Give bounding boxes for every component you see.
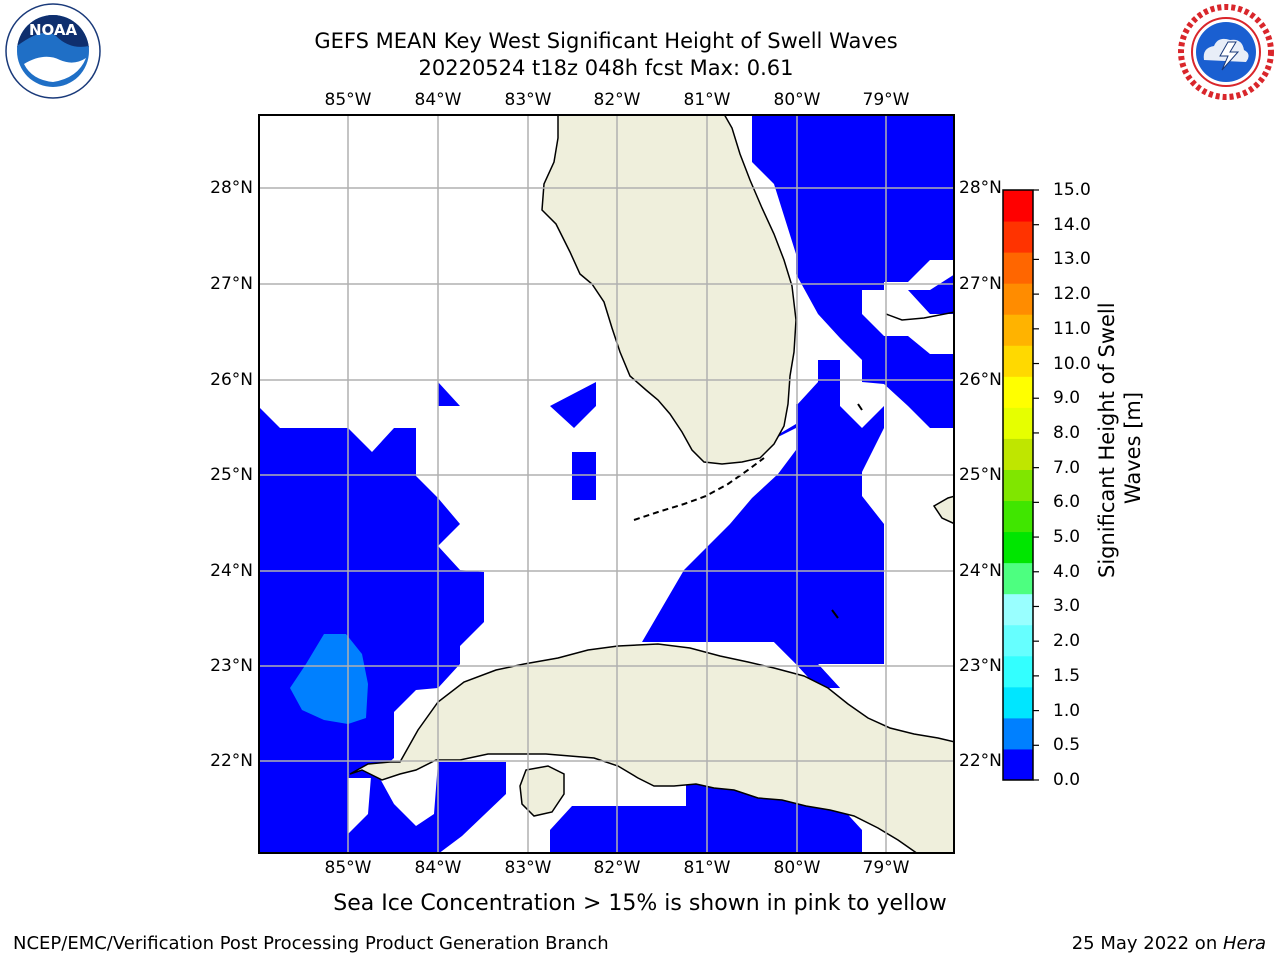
lon-label-bottom: 79°W [862, 858, 910, 878]
footer-date-text: 25 May 2022 on [1071, 933, 1223, 954]
noaa-logo-text: NOAA [29, 21, 78, 39]
lon-label-top: 81°W [683, 90, 731, 110]
footer-branch: NCEP/EMC/Verification Post Processing Pr… [13, 933, 609, 954]
lon-label-top: 80°W [773, 90, 821, 110]
colorbar-tick-label: 7.0 [1053, 457, 1081, 478]
lat-label-left: 28°N [210, 178, 253, 198]
colorbar-segment [1003, 624, 1033, 657]
colorbar-tick-label: 0.5 [1053, 735, 1081, 756]
colorbar-segment [1003, 655, 1033, 688]
lon-label-bottom: 83°W [504, 858, 552, 878]
colorbar-segment [1003, 376, 1033, 408]
colorbar-segment [1003, 345, 1033, 377]
colorbar-tick-label: 9.0 [1053, 388, 1081, 409]
colorbar-segment [1003, 593, 1033, 626]
colorbar-tick-label: 14.0 [1053, 214, 1091, 235]
land-cuba [349, 643, 955, 854]
colorbar-tick-label: 10.0 [1053, 353, 1091, 374]
lat-label-right: 27°N [959, 274, 1002, 294]
footer-date: 25 May 2022 on Hera [1072, 933, 1266, 955]
lon-label-top: 84°W [414, 90, 462, 110]
lon-label-top: 83°W [504, 90, 552, 110]
lon-label-bottom: 80°W [773, 858, 821, 878]
colorbar-segment [1003, 717, 1033, 750]
map-title: GEFS MEAN Key West Significant Height of… [314, 29, 898, 53]
noaa-logo: NOAA [4, 2, 102, 100]
colorbar-segment [1003, 221, 1033, 253]
colorbar-tick-label: 15.0 [1053, 180, 1091, 200]
footer-machine: Hera [1222, 933, 1266, 954]
colorbar-label-line2: Waves [m] [1121, 391, 1145, 505]
colorbar-label: Significant Height of Swell Waves [m] [1094, 302, 1146, 578]
lat-label-right: 28°N [959, 178, 1002, 198]
lat-label-right: 25°N [959, 465, 1002, 485]
lon-label-bottom: 82°W [593, 858, 641, 878]
colorbar-tick-label: 11.0 [1053, 318, 1091, 339]
colorbar-segment [1003, 562, 1033, 595]
lat-label-right: 26°N [959, 370, 1002, 390]
swell-fill-low [258, 114, 955, 854]
nws-logo [1176, 2, 1276, 102]
colorbar-tick-label: 4.0 [1053, 561, 1081, 582]
lat-label-right: 22°N [959, 751, 1002, 771]
colorbar-tick-label: 1.0 [1053, 700, 1081, 721]
colorbar-frame [1002, 189, 1034, 781]
map-graticule [258, 114, 955, 854]
colorbar-segment [1003, 283, 1033, 315]
colorbar-segment [1003, 407, 1033, 439]
colorbar-tick-label: 12.0 [1053, 284, 1091, 305]
colorbar-tick-label: 6.0 [1053, 492, 1081, 513]
lat-label-left: 26°N [210, 370, 253, 390]
colorbar-segment [1003, 252, 1033, 284]
colorbar-segment [1003, 531, 1033, 564]
colorbar-segment [1003, 500, 1033, 533]
colorbar-tick-label: 5.0 [1053, 527, 1081, 548]
map-plot [258, 114, 955, 854]
colorbar-tick-label: 2.0 [1053, 631, 1081, 652]
lon-label-top: 82°W [593, 90, 641, 110]
lat-label-right: 23°N [959, 656, 1002, 676]
colorbar-segment [1003, 190, 1033, 222]
colorbar-segment [1003, 748, 1033, 781]
colorbar-tick-label: 1.5 [1053, 665, 1081, 686]
colorbar [1002, 189, 1039, 781]
colorbar-segment [1003, 314, 1033, 346]
colorbar-label-line1: Significant Height of Swell [1095, 302, 1119, 578]
colorbar-tick-label: 3.0 [1053, 596, 1081, 617]
colorbar-tick-label: 13.0 [1053, 249, 1091, 270]
lat-label-right: 24°N [959, 561, 1002, 581]
colorbar-segment [1003, 469, 1033, 502]
lat-label-left: 25°N [210, 465, 253, 485]
lon-label-bottom: 81°W [683, 858, 731, 878]
land-florida [541, 114, 797, 465]
lat-label-left: 24°N [210, 561, 253, 581]
lat-label-left: 27°N [210, 274, 253, 294]
sea-ice-caption: Sea Ice Concentration > 15% is shown in … [333, 891, 947, 916]
lon-label-bottom: 85°W [324, 858, 372, 878]
land-isle-of-youth [519, 765, 565, 817]
lon-label-top: 79°W [862, 90, 910, 110]
colorbar-segment [1003, 438, 1033, 470]
colorbar-segment [1003, 686, 1033, 719]
lat-label-left: 23°N [210, 656, 253, 676]
lon-label-bottom: 84°W [414, 858, 462, 878]
lat-label-left: 22°N [210, 751, 253, 771]
lon-label-top: 85°W [324, 90, 372, 110]
colorbar-tick-label: 8.0 [1053, 422, 1081, 443]
map-subtitle: 20220524 t18z 048h fcst Max: 0.61 [418, 56, 794, 80]
colorbar-tick-label: 0.0 [1053, 770, 1081, 790]
map-frame [258, 114, 955, 854]
